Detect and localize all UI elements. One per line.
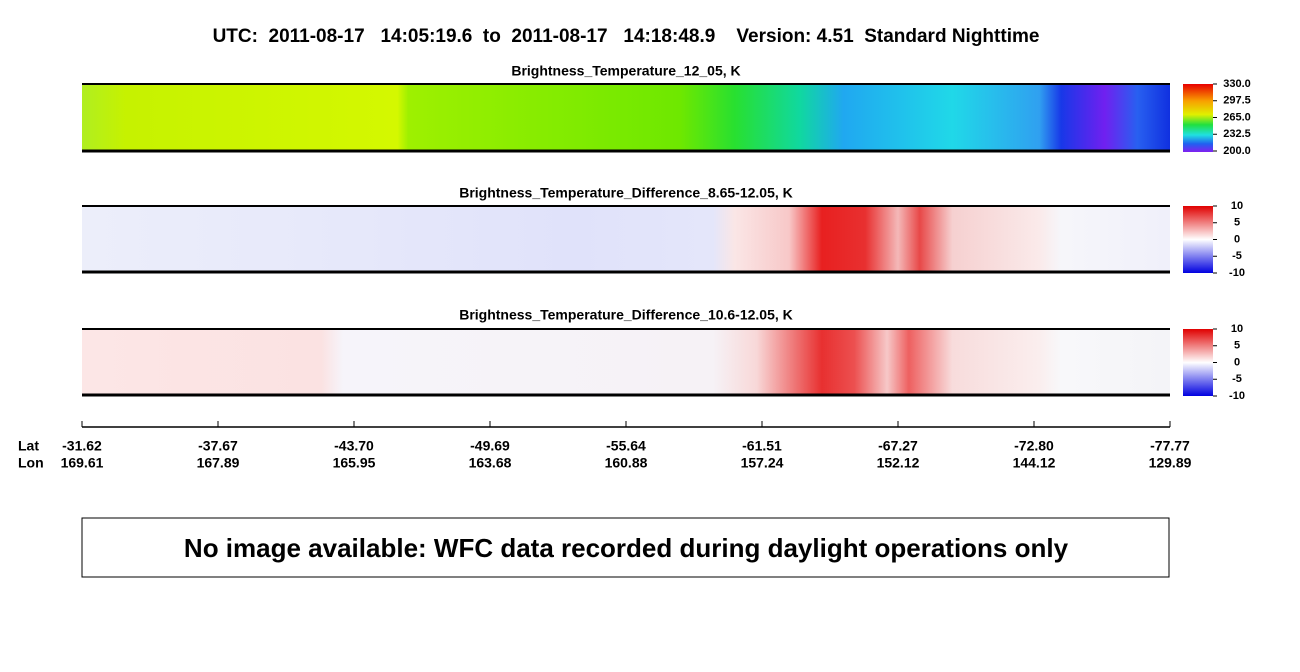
lat-tick-label: -72.80	[1014, 438, 1054, 454]
lat-tick-label: -43.70	[334, 438, 374, 454]
lon-label: Lon	[18, 455, 44, 471]
heatmap-strip	[82, 206, 1170, 272]
colorbar-label: 200.0	[1223, 145, 1251, 157]
colorbar-label: -10	[1229, 390, 1245, 402]
panel-title: Brightness_Temperature_Difference_10.6-1…	[459, 307, 793, 323]
colorbar-label: 232.5	[1223, 128, 1251, 140]
colorbar	[1183, 329, 1213, 396]
colorbar-label: 0	[1234, 233, 1240, 245]
colorbar-label: -5	[1232, 373, 1242, 385]
lon-tick-label: 152.12	[877, 455, 920, 471]
heatmap-strip	[82, 329, 1170, 395]
notice: No image available: WFC data recorded du…	[184, 533, 1069, 563]
colorbar-label: 265.0	[1223, 111, 1251, 123]
lon-tick-label: 160.88	[605, 455, 648, 471]
colorbar-label: 10	[1231, 200, 1243, 212]
strip-borders	[82, 83, 1170, 428]
title: UTC: 2011-08-17 14:05:19.6 to 2011-08-17…	[213, 26, 1040, 47]
lon-tick-label: 129.89	[1149, 455, 1192, 471]
lat-tick-label: -61.51	[742, 438, 782, 454]
colorbar-label: 5	[1234, 217, 1240, 229]
notice-box	[81, 517, 1170, 578]
colorbar-label: 0	[1234, 356, 1240, 368]
lon-tick-label: 163.68	[469, 455, 512, 471]
lat-tick-label: -77.77	[1150, 438, 1190, 454]
lat-tick-label: -49.69	[470, 438, 510, 454]
colorbar-label: 10	[1231, 323, 1243, 335]
lat-tick-label: -37.67	[198, 438, 238, 454]
lat-tick-label: -67.27	[878, 438, 918, 454]
lat-label: Lat	[18, 438, 39, 454]
heatmap-strip	[82, 84, 1170, 151]
lon-tick-label: 169.61	[61, 455, 104, 471]
panel-title: Brightness_Temperature_Difference_8.65-1…	[459, 185, 793, 201]
colorbar-label: 297.5	[1223, 95, 1251, 107]
lat-tick-label: -55.64	[606, 438, 646, 454]
lon-tick-label: 157.24	[741, 455, 784, 471]
lat-tick-label: -31.62	[62, 438, 102, 454]
colorbar-label: -5	[1232, 250, 1242, 262]
panel-title: Brightness_Temperature_12_05, K	[511, 63, 740, 79]
colorbar-label: -10	[1229, 267, 1245, 279]
colorbar-label: 5	[1234, 340, 1240, 352]
colorbar-label: 330.0	[1223, 78, 1251, 90]
lon-tick-label: 167.89	[197, 455, 240, 471]
lon-tick-label: 144.12	[1013, 455, 1056, 471]
colorbar	[1183, 206, 1213, 273]
colorbar	[1183, 84, 1213, 152]
lon-tick-label: 165.95	[333, 455, 376, 471]
